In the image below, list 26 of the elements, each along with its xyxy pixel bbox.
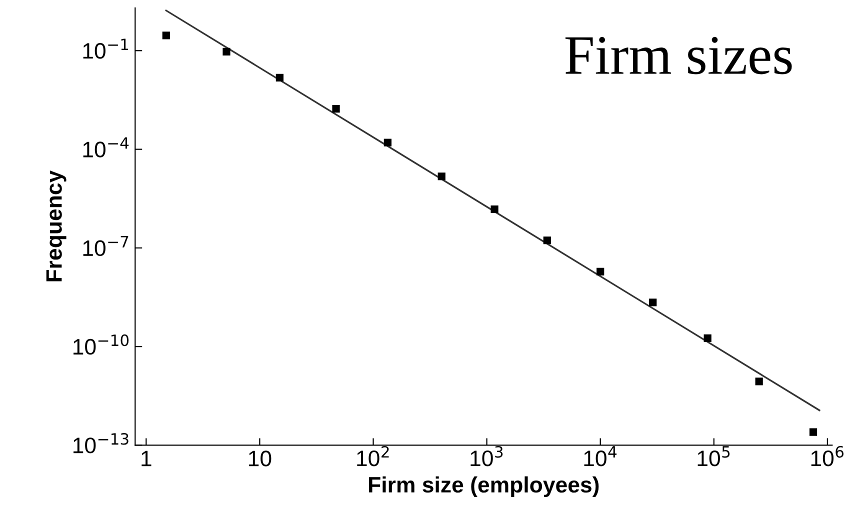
x-tick-label: 10 <box>249 450 272 466</box>
y-tick-label: 10$^{−1}$ <box>83 38 128 59</box>
point <box>490 205 498 214</box>
annotation: Firm sizes <box>565 36 792 74</box>
point <box>809 428 818 436</box>
point <box>222 48 230 56</box>
y-tick-label: 10$^{−7}$ <box>83 236 128 256</box>
x-tick-label: 10$^{4}$ <box>584 446 617 466</box>
x-tick-label: 1 <box>142 450 152 466</box>
y-axis-title: Frequency <box>46 170 66 282</box>
point <box>438 172 446 180</box>
point <box>276 74 284 82</box>
x-tick-label: 10$^{6}$ <box>811 446 844 466</box>
x-tick-label: 10$^{5}$ <box>698 446 730 466</box>
x-axis-title: Firm size (employees) <box>369 476 599 498</box>
point <box>649 298 657 306</box>
point <box>384 138 392 146</box>
point <box>596 268 604 276</box>
point <box>704 334 712 342</box>
x-tick-label: 10$^{3}$ <box>470 446 503 466</box>
x-tick-label: 10$^{2}$ <box>357 446 389 466</box>
y-tick-label: 10$^{−10}$ <box>74 334 129 355</box>
point <box>543 236 551 244</box>
y-tick-label: 10$^{−4}$ <box>83 137 129 158</box>
point <box>755 378 763 386</box>
y-tick-label: 10$^{−13}$ <box>74 433 128 454</box>
